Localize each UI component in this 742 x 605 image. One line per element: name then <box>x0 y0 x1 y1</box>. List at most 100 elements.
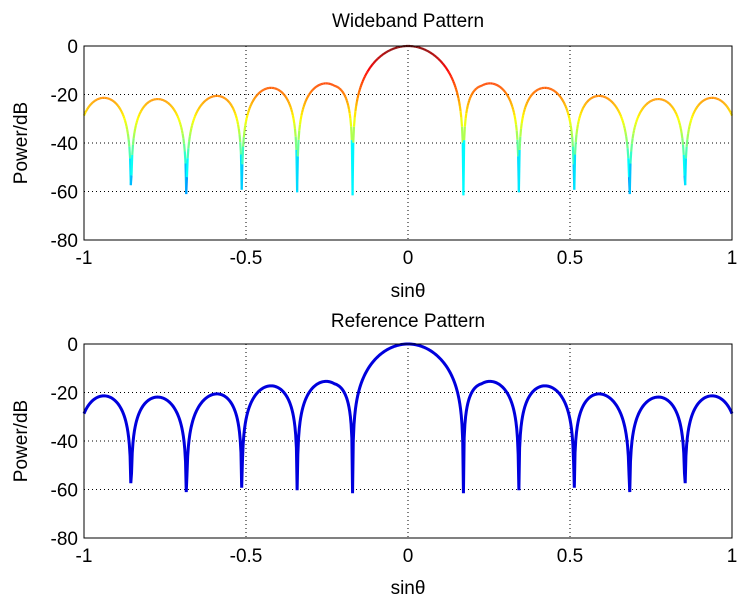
curve-segment <box>470 93 474 96</box>
curve-segment <box>234 113 237 117</box>
curve-segment <box>531 92 535 95</box>
curve-segment <box>87 105 90 109</box>
curve-segment <box>358 87 362 91</box>
curve-segment <box>347 108 351 114</box>
curve-segment <box>342 93 346 96</box>
curve-segment <box>567 114 571 119</box>
curve-segment <box>167 102 170 105</box>
curve-segment <box>432 53 435 56</box>
curve-segment <box>192 118 196 121</box>
curve-segment <box>186 148 190 159</box>
curve-segment <box>119 108 122 111</box>
curve-segment <box>136 117 140 121</box>
curve-segment <box>441 61 444 65</box>
curve-segment <box>170 105 173 108</box>
curve-segment <box>454 87 458 91</box>
curve-segment <box>636 115 640 119</box>
curve-segment <box>616 108 620 111</box>
curve-segment <box>235 117 239 122</box>
curve-segment <box>686 129 690 135</box>
curve-segment <box>433 54 437 58</box>
curve-segment <box>351 142 355 196</box>
curve-segment <box>534 89 537 93</box>
curve-segment <box>640 109 643 112</box>
curve-segment <box>453 84 457 88</box>
curve-segment <box>458 105 462 112</box>
curve-segment <box>368 67 371 70</box>
curve-segment <box>506 94 510 98</box>
curve-segment <box>472 90 476 93</box>
curve-segment <box>445 68 449 71</box>
curve-segment <box>524 104 528 108</box>
curve-segment <box>123 117 127 121</box>
curve-segment <box>451 79 455 82</box>
curve-segment <box>377 56 380 59</box>
curve-segment <box>510 104 514 108</box>
curve-segment <box>232 107 235 111</box>
curve-segment <box>584 101 588 105</box>
curve-segment <box>382 53 385 56</box>
curve-segment <box>698 102 702 105</box>
curve-segment <box>686 133 690 140</box>
curve-segment <box>679 128 683 134</box>
curve-segment <box>370 64 373 67</box>
curve-segment <box>177 119 181 123</box>
curve-segment <box>527 98 530 101</box>
curve-segment <box>442 63 445 66</box>
curve-segment <box>112 100 115 103</box>
curve-segment <box>303 102 307 106</box>
curve-segment <box>623 128 627 133</box>
curve-segment <box>138 112 142 115</box>
curve-segment <box>615 107 619 110</box>
curve-segment <box>564 106 568 109</box>
curve-segment <box>507 97 511 100</box>
plot-title: Wideband Pattern <box>332 11 484 32</box>
curve-segment <box>197 107 201 110</box>
curve-segment <box>90 102 93 105</box>
curve-segment <box>88 104 92 107</box>
curve-segment <box>369 65 373 68</box>
curve-segment <box>553 89 556 93</box>
curve-segment <box>304 100 307 104</box>
curve-segment <box>586 100 589 103</box>
curve-segment <box>128 146 132 159</box>
curve-segment <box>173 109 176 112</box>
curve-segment <box>289 106 293 110</box>
curve-segment <box>363 74 367 78</box>
y-tick-label: 0 <box>67 335 78 356</box>
curve-segment <box>441 62 445 65</box>
curve-segment <box>674 110 677 114</box>
curve-segment <box>120 110 124 114</box>
curve-segment <box>350 126 353 141</box>
curve-segment <box>568 121 572 126</box>
curve-segment <box>309 91 312 94</box>
curve-segment <box>446 69 450 72</box>
curve-segment <box>450 76 453 79</box>
curve-segment <box>225 98 228 101</box>
curve-segment <box>534 90 537 93</box>
curve-segment <box>286 98 289 101</box>
curve-segment <box>251 100 255 103</box>
curve-segment <box>677 119 681 124</box>
curve-segment <box>185 177 189 195</box>
y-tick-label: -60 <box>51 183 78 204</box>
curve-segment <box>624 131 628 137</box>
curve-segment <box>344 96 348 99</box>
curve-segment <box>131 137 135 145</box>
curve-segment <box>365 72 368 75</box>
x-tick-label: -1 <box>76 248 93 269</box>
curve-segment <box>340 90 344 93</box>
curve-segment <box>523 106 527 110</box>
y-axis-label: Power/dB <box>11 400 32 482</box>
curve-segment <box>236 124 240 130</box>
curve-segment <box>631 133 635 139</box>
curve-segment <box>505 92 508 95</box>
curve-segment <box>499 86 502 89</box>
curve-segment <box>611 101 615 104</box>
curve-segment <box>297 130 301 140</box>
curve-segment <box>375 58 378 61</box>
curve-segment <box>300 111 304 116</box>
curve-segment <box>558 94 561 97</box>
curve-segment <box>645 102 648 106</box>
curve-segment <box>632 129 636 135</box>
